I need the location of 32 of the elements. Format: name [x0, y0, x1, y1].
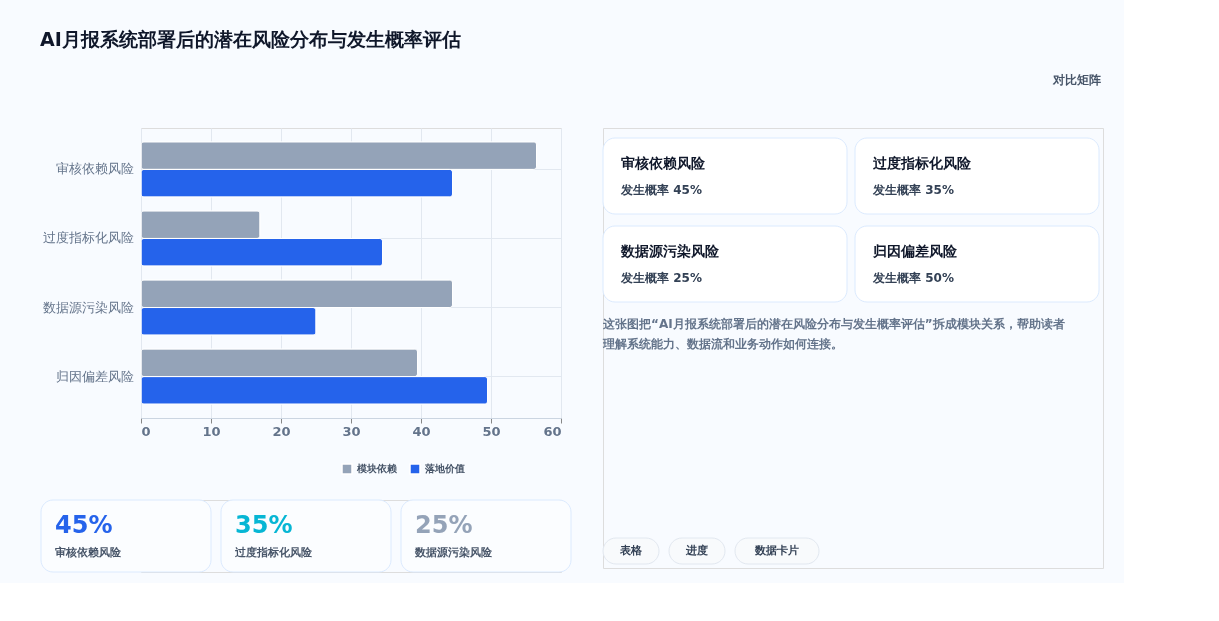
- text: 过度指标化风险: [872, 155, 972, 171]
- text: 25%: [415, 511, 473, 539]
- text: 数据源污染风险: [414, 546, 493, 559]
- x-tick-label: 10: [202, 423, 221, 439]
- chart-title: AI月报系统部署后的潜在风险分布与发生概率评估: [40, 27, 461, 50]
- text: 发生概率 45%: [620, 183, 702, 197]
- y-tick-label: 审核依赖风险: [55, 161, 134, 177]
- text: 过度指标化风险: [234, 546, 313, 559]
- text: 发生概率 35%: [872, 183, 954, 197]
- x-tick-label: 20: [272, 423, 291, 439]
- x-tick-label: 60: [543, 423, 562, 439]
- legend-label: 落地价值: [424, 463, 465, 474]
- text: 这张图把“AI月报系统部署后的潜在风险分布与发生概率评估”拆成模块关系，帮助读者理解系统能力、数据流和业务动作如何连接。: [602, 317, 1065, 351]
- text: 数据源污染风险: [620, 243, 720, 259]
- x-tick-label: 30: [342, 423, 361, 439]
- text: 进度: [685, 544, 708, 557]
- text: 发生概率 25%: [620, 271, 702, 285]
- text: 对比矩阵: [1052, 73, 1101, 87]
- x-tick-label: 0: [141, 423, 151, 439]
- text: 35%: [235, 511, 293, 539]
- text: 审核依赖风险: [621, 155, 706, 171]
- text: 发生概率 50%: [872, 271, 954, 285]
- text: 45%: [55, 511, 113, 539]
- text: 表格: [619, 544, 643, 557]
- text: 归因偏差风险: [872, 243, 958, 259]
- x-tick-label: 40: [412, 423, 431, 439]
- legend-label: 模块依赖: [356, 463, 397, 474]
- y-tick-label: 数据源污染风险: [42, 299, 134, 315]
- x-tick-label: 50: [482, 423, 501, 439]
- y-tick-label: 过度指标化风险: [42, 230, 134, 246]
- text: 数据卡片: [754, 544, 799, 557]
- y-tick-label: 归因偏差风险: [55, 368, 134, 384]
